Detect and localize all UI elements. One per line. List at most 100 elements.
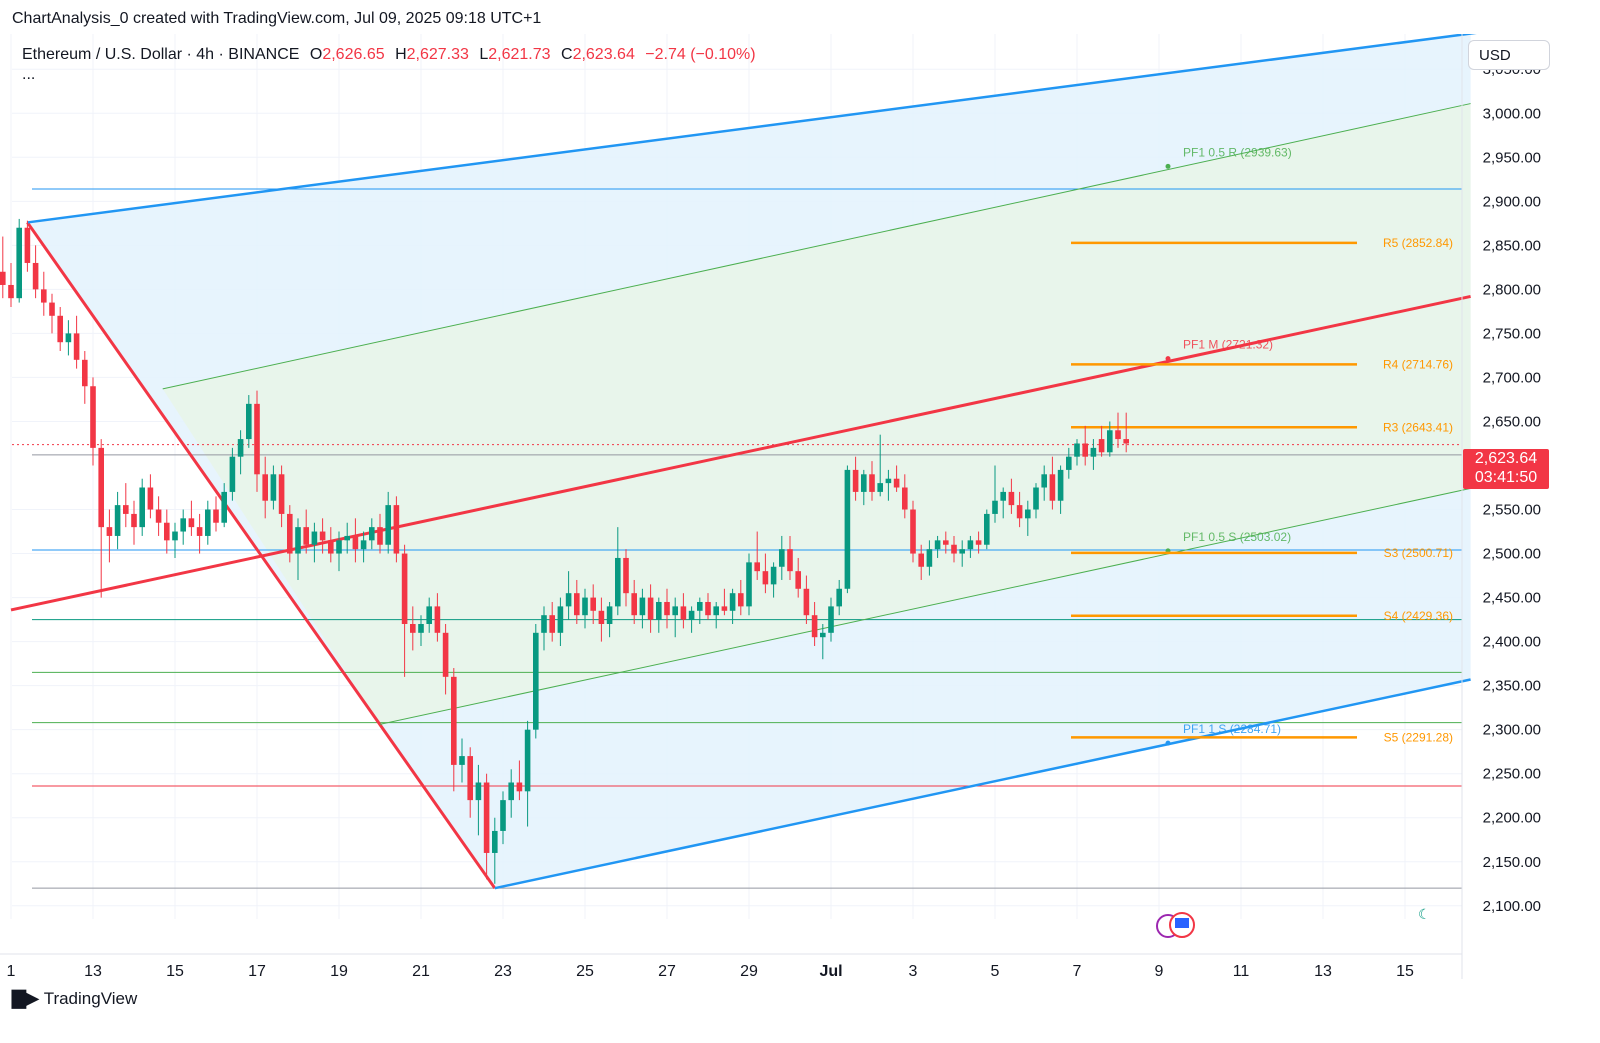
time-tick-label: 11: [1233, 963, 1250, 980]
candle-body: [1123, 439, 1129, 444]
candle-body: [270, 474, 277, 501]
last-price: 2,623.64: [1474, 450, 1538, 467]
candle-body: [787, 549, 793, 572]
candle-body: [418, 624, 424, 633]
candle-body: [410, 624, 416, 633]
candle-body: [738, 593, 744, 607]
pitchfork-lines[interactable]: PF1 0.5 R (2939.63) PF1 M (2721.32) PF1 0.…: [10, 27, 1508, 890]
time-tick-label: 9: [1155, 963, 1164, 980]
pitchfork-lower-line: [494, 678, 1471, 890]
candle-body: [746, 562, 752, 607]
chart-area[interactable]: PF1 0.5 R (2939.63) PF1 M (2721.32) PF1 0.…: [0, 27, 1600, 994]
candle-body: [1107, 430, 1113, 453]
candle-body: [155, 509, 162, 523]
candle-body: [8, 284, 14, 299]
time-tick-label: 15: [1396, 963, 1414, 980]
candle-body: [467, 756, 473, 801]
candle-body: [664, 601, 670, 616]
candle-body: [984, 513, 990, 545]
legend-more-button[interactable]: ...: [22, 66, 36, 83]
candle-body: [172, 531, 178, 541]
candle-body: [672, 606, 678, 616]
change-value: −2.74 (−0.10%): [645, 46, 756, 63]
time-tick-label: 13: [1314, 963, 1332, 980]
time-tick-label: 7: [1073, 963, 1082, 980]
candle-body: [811, 615, 818, 638]
pitchfork-inner-fill: [162, 103, 1471, 725]
candle-body: [557, 606, 564, 633]
candle-body: [910, 509, 916, 554]
candle-body: [516, 782, 523, 792]
pivot-level-label: S5 (2291.28): [1384, 730, 1453, 744]
price-tick-label: 2,950.00: [1483, 149, 1541, 166]
symbol-legend[interactable]: Ethereum / U.S. Dollar · 4h · BINANCE O2…: [22, 46, 756, 64]
time-tick-label: 13: [84, 963, 102, 980]
candle-body: [688, 610, 695, 620]
pivot-levels[interactable]: R5 (2852.84) R4 (2714.76) R3 (2643.41) S3 (…: [1071, 236, 1453, 745]
candle-body: [16, 227, 22, 299]
candle-body: [459, 756, 465, 765]
candle-body: [483, 782, 490, 853]
candle-body: [98, 447, 104, 528]
high-label: H: [395, 46, 407, 63]
candle-body: [549, 615, 555, 633]
candle-body: [1008, 491, 1015, 506]
time-tick-label: 27: [658, 963, 676, 980]
price-tick-label: 2,200.00: [1483, 810, 1541, 827]
candle-body: [393, 505, 400, 554]
candle-body: [426, 606, 432, 624]
candle-body: [902, 487, 908, 510]
currency-selector[interactable]: USD: [1468, 40, 1550, 70]
candle-body: [213, 509, 219, 523]
time-tick-label: 15: [166, 963, 184, 980]
candle-body: [24, 227, 31, 263]
low-value: 2,621.73: [488, 46, 551, 63]
candle-body: [754, 562, 760, 572]
candle-body: [721, 606, 728, 611]
candle-body: [1025, 509, 1031, 519]
price-tick-label: 2,450.00: [1483, 590, 1541, 607]
candle-body: [1016, 505, 1023, 519]
candle-body: [762, 571, 769, 585]
candle-body: [254, 403, 260, 475]
pivot-level-label: R3 (2643.41): [1383, 420, 1453, 434]
price-chart[interactable]: PF1 0.5 R (2939.63) PF1 M (2721.32) PF1 0.…: [0, 27, 1600, 994]
candle-body: [90, 386, 96, 448]
pitchfork-label: PF1 0.5 R (2939.63): [1183, 145, 1292, 159]
pitchfork-label: PF1 0.5 S (2503.02): [1183, 530, 1291, 544]
candle-body: [992, 500, 998, 514]
candle-body: [828, 606, 834, 633]
price-tick-label: 2,750.00: [1483, 325, 1541, 342]
close-label: C: [561, 46, 573, 63]
time-axis[interactable]: 1 13 15 17 19 21 23 25 27 29 Jul 3 5 7 9 11 13 15: [0, 953, 1462, 980]
candle-body: [57, 315, 63, 343]
candle-body: [1066, 456, 1072, 470]
candle-body: [319, 531, 326, 541]
price-tick-label: 2,900.00: [1483, 193, 1541, 210]
time-tick-label: 29: [740, 963, 758, 980]
pitchfork-inner-upper-line: [162, 103, 1471, 390]
chart-caption: ChartAnalysis_0 created with TradingView…: [12, 10, 542, 27]
pivot-level-label: R4 (2714.76): [1383, 357, 1453, 371]
candle-body: [893, 478, 900, 488]
candles: [0, 218, 1129, 884]
candle-body: [1074, 443, 1080, 457]
open-value: 2,626.65: [322, 46, 385, 63]
candle-body: [697, 601, 703, 611]
open-label: O: [309, 46, 323, 63]
candle-body: [885, 478, 892, 484]
candle-body: [959, 549, 965, 554]
candle-body: [713, 606, 719, 616]
time-tick-label: 19: [330, 963, 348, 980]
candle-body: [779, 549, 785, 567]
candle-body: [877, 483, 883, 492]
candle-body: [303, 527, 309, 545]
candle-body: [237, 439, 244, 457]
candle-body: [574, 593, 580, 616]
pitchfork-label: PF1 M (2721.32): [1183, 338, 1273, 352]
price-axis[interactable]: 2,100.00 2,150.00 2,200.00 2,250.00 2,300.00…: [1461, 34, 1541, 979]
candle-body: [131, 513, 137, 528]
candle-body: [1041, 474, 1047, 488]
tradingview-brand[interactable]: ▇▶ TradingView: [12, 988, 137, 1009]
pitchfork-label: PF1 1 S (2284.71): [1183, 722, 1281, 736]
